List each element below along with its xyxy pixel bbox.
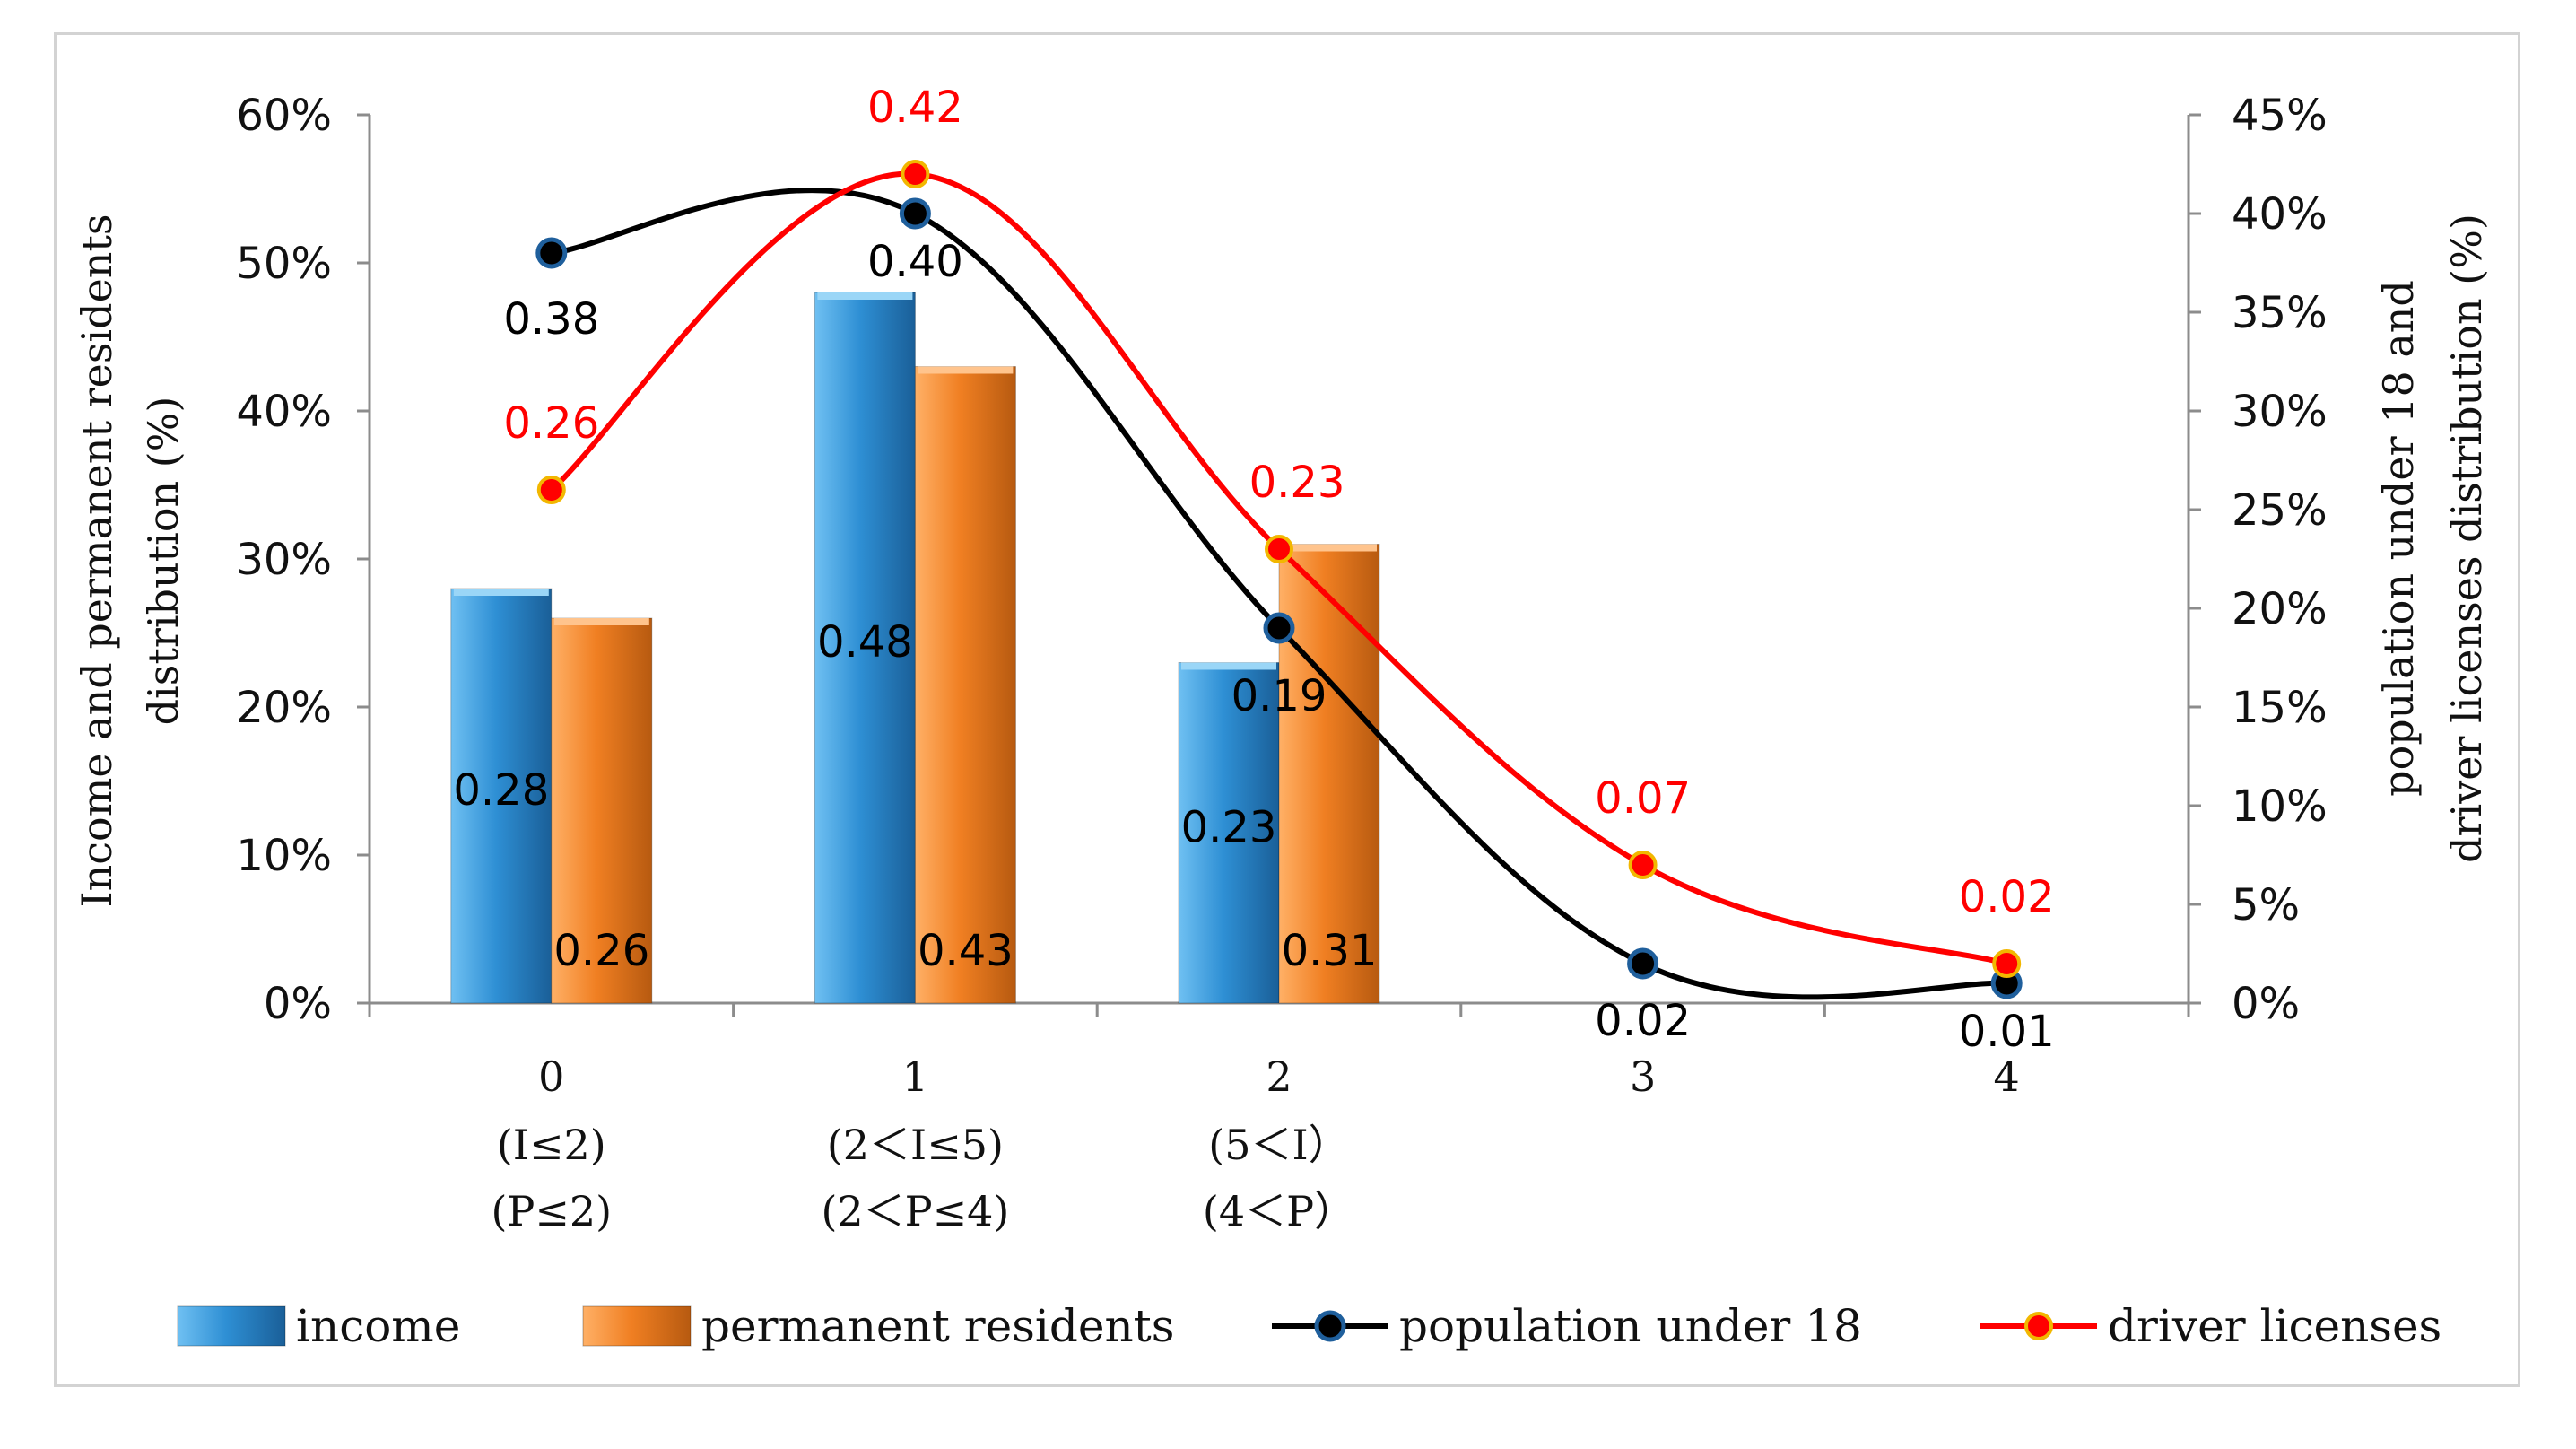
line-marker: [1992, 949, 2022, 978]
right-axis-title: driver licenses distribution (%): [2442, 214, 2491, 863]
left-tick-label: 0%: [264, 979, 332, 1029]
x-category-subline: (2＜I≤5): [827, 1121, 1004, 1169]
line-marker: [1265, 535, 1293, 563]
left-tick-label: 20%: [236, 683, 332, 733]
left-tick-label: 40%: [236, 387, 332, 437]
right-tick-label: 40%: [2232, 189, 2328, 240]
bar-value-label: 0.26: [553, 926, 649, 976]
bar: [1278, 544, 1380, 1004]
right-tick-label: 35%: [2232, 288, 2328, 338]
lines: [535, 160, 2023, 1000]
bar-top-highlight: [1181, 662, 1276, 670]
x-category-label: 3: [1630, 1052, 1656, 1101]
x-category-subline: (2＜P≤4): [821, 1187, 1009, 1235]
bar-value-label: 0.48: [817, 617, 913, 668]
right-tick-label: 15%: [2232, 683, 2328, 733]
line-marker: [535, 237, 568, 269]
bar-value-label: 0.23: [1181, 802, 1277, 852]
line-value-label: 0.38: [503, 294, 599, 345]
right-tick-label: 0%: [2232, 979, 2300, 1029]
right-tick-label: 5%: [2232, 880, 2300, 930]
x-category-label: 2: [1266, 1052, 1292, 1101]
x-category-subline: (P≤2): [491, 1187, 612, 1235]
line-value-label: 0.02: [1595, 996, 1691, 1046]
bar-top-highlight: [817, 292, 913, 300]
bar-value-label: 0.28: [453, 765, 549, 816]
x-category-label: 4: [1994, 1052, 2020, 1101]
left-tick-label: 50%: [236, 239, 332, 289]
data-labels: 0.28 0.48 0.23 0.26 0.43 0.31 0.38 0.40 0.19 0.02…: [453, 83, 2054, 1057]
bars: [450, 292, 1380, 1004]
left-tick-label: 60%: [236, 91, 332, 141]
legend-marker: [1314, 1310, 1346, 1342]
line-value-label: 0.23: [1249, 458, 1345, 508]
x-category-label: 0: [538, 1052, 564, 1101]
line-marker: [1627, 947, 1659, 980]
bar: [1178, 662, 1280, 1004]
bar-top-highlight: [918, 366, 1014, 374]
bar-top-highlight: [553, 618, 649, 625]
x-category-subline: (I≤2): [497, 1121, 606, 1169]
line-marker: [1628, 851, 1658, 879]
bar: [450, 588, 553, 1004]
line-marker: [536, 476, 566, 504]
bar: [914, 366, 1016, 1004]
legend-marker: [2024, 1312, 2053, 1340]
bar-top-highlight: [453, 589, 549, 596]
bar-top-highlight: [1282, 544, 1377, 552]
right-tick-label: 10%: [2232, 781, 2328, 832]
x-category-subline: (5＜I）: [1208, 1121, 1349, 1169]
left-tick-label: 10%: [236, 831, 332, 881]
line-value-label: 0.02: [1959, 872, 2055, 922]
x-category-label: 1: [902, 1052, 928, 1101]
line-marker: [899, 197, 931, 230]
bar: [814, 292, 916, 1004]
bar-value-label: 0.43: [918, 926, 1014, 976]
axes: 0% 10% 20% 30% 40% 50% 60% 0% 5% 10% 15% 20% 25% 30% 3…: [73, 91, 2491, 1235]
series-line: [549, 170, 2007, 966]
legend-label: driver licenses: [2108, 1300, 2441, 1352]
right-tick-label: 45%: [2232, 91, 2328, 141]
legend-label: population under 18: [1399, 1300, 1862, 1352]
line-value-label: 0.01: [1959, 1007, 2055, 1057]
left-tick-label: 30%: [236, 535, 332, 585]
legend-label: permanent residents: [701, 1300, 1174, 1352]
x-category-subline: (4＜P）: [1203, 1187, 1355, 1235]
line-value-label: 0.40: [867, 237, 963, 287]
legend: income permanent residents population unde…: [177, 1300, 2441, 1352]
right-axis-title: population under 18 and: [2374, 280, 2423, 797]
line-value-label: 0.07: [1595, 773, 1691, 824]
bar: [551, 617, 653, 1004]
line-marker: [901, 160, 930, 188]
legend-label: income: [296, 1300, 460, 1352]
line-value-label: 0.19: [1231, 671, 1327, 721]
legend-swatch: [582, 1305, 692, 1347]
left-axis-title: Income and permanent residents: [73, 214, 121, 907]
right-tick-label: 20%: [2232, 584, 2328, 634]
right-tick-label: 25%: [2232, 485, 2328, 536]
legend-swatch: [177, 1305, 286, 1347]
line-marker: [1263, 612, 1295, 644]
line-value-label: 0.26: [503, 398, 599, 449]
line-value-label: 0.42: [867, 83, 963, 133]
left-axis-title: distribution (%): [139, 397, 187, 726]
bar-value-label: 0.31: [1282, 926, 1378, 976]
right-tick-label: 30%: [2232, 387, 2328, 437]
